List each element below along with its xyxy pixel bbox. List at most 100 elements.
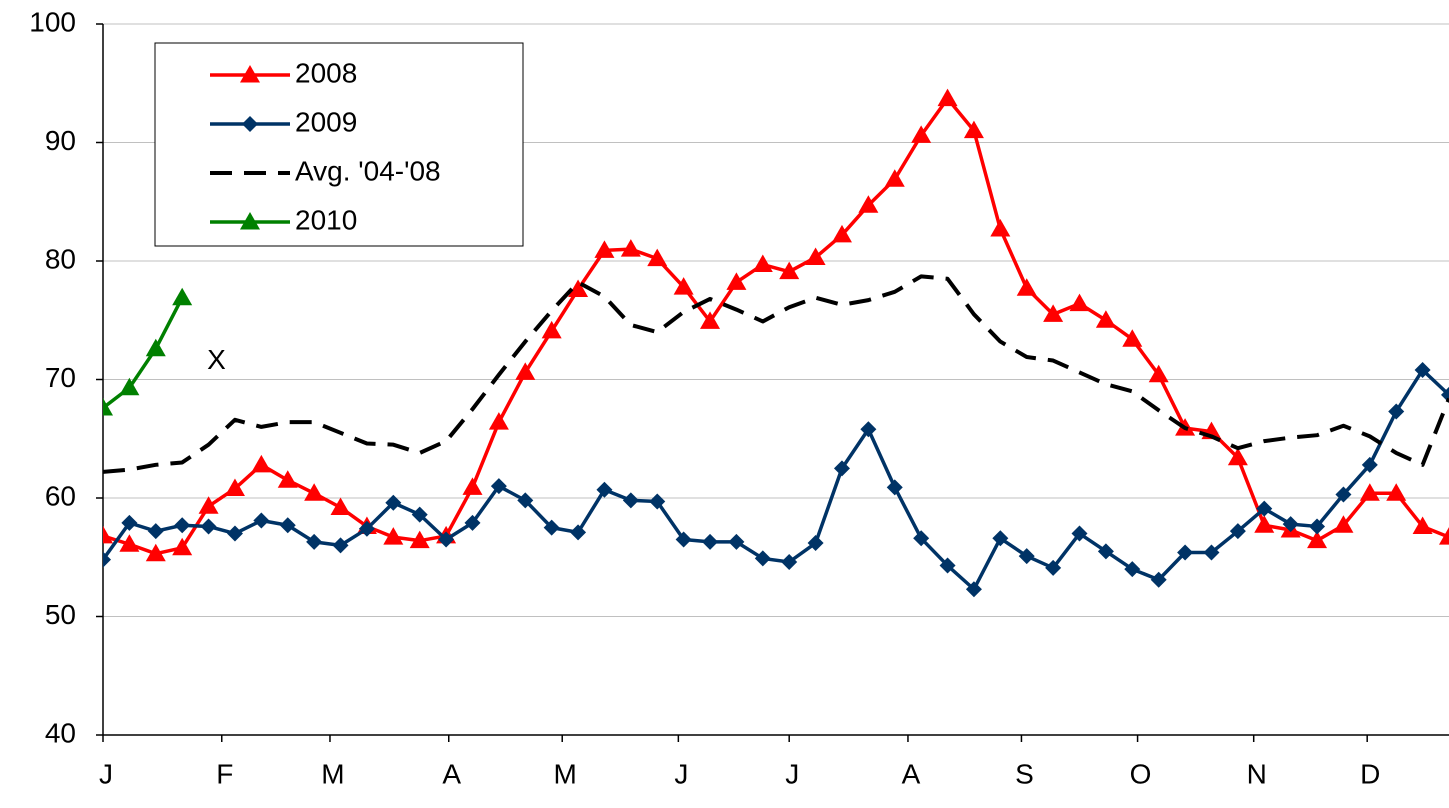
x-tick-label: M [554,758,577,789]
data-point [490,478,507,495]
y-tick-label: 100 [29,6,76,37]
data-point [726,272,747,290]
data-point [103,551,111,568]
x-tick-label: O [1130,758,1152,789]
data-point [464,514,481,531]
legend-label: 2010 [295,204,357,235]
legend-marker [240,212,260,230]
x-tick-label: S [1015,758,1034,789]
data-point [385,494,402,511]
data-point [409,530,430,549]
data-point [462,477,483,495]
x-tick-label: D [1360,758,1380,789]
y-tick-label: 60 [45,480,76,511]
x-tick-label: M [321,758,344,789]
data-point [1307,530,1328,549]
data-point [702,533,719,550]
data-point [1359,483,1380,501]
y-tick-label: 40 [45,717,76,748]
data-point [1309,518,1326,535]
data-point [1335,486,1352,503]
series [103,362,1449,598]
data-point [277,470,298,488]
data-point [1386,483,1407,501]
data-point [1124,561,1141,578]
data-point [568,279,589,297]
data-point [831,224,852,243]
data-point [1122,329,1143,347]
data-point [963,120,984,139]
legend-label: 2008 [295,57,357,88]
data-point [913,530,930,547]
data-point [198,496,219,514]
legend-marker [240,65,260,83]
series-line [103,296,184,410]
data-point [937,88,958,107]
data-point [911,125,932,143]
series-line [103,368,1449,591]
data-point [1069,293,1090,312]
data-point [939,557,956,574]
data-point [517,492,534,509]
data-point [172,537,193,556]
data-point [1412,516,1433,534]
data-point [1045,559,1062,576]
data-point [1150,571,1167,588]
data-point [781,553,798,570]
data-point [594,240,615,258]
data-point [833,460,850,477]
data-point [1203,544,1220,561]
data-point [515,362,536,380]
data-point [200,518,217,535]
data-point [886,479,903,496]
data-point [121,514,138,531]
data-point [332,537,349,554]
data-point [1254,515,1275,533]
data-point [807,535,824,552]
x-tick-label: F [216,758,233,789]
data-point [145,338,166,357]
data-point [675,531,692,548]
data-point [253,512,270,529]
data-point [860,421,877,438]
data-point [620,239,641,257]
data-point [543,519,560,536]
data-point [119,534,140,552]
legend-marker [242,116,258,132]
series-line [103,274,1449,474]
data-point [358,520,375,537]
data-point [304,483,325,501]
x-tick-label: J [785,758,799,789]
data-point [383,527,404,545]
data-point [1361,456,1378,473]
data-point [570,524,587,541]
data-point [1439,527,1449,545]
data-point [1256,500,1273,517]
data-point [279,517,296,534]
data-point [1333,515,1354,533]
data-point [224,478,245,497]
data-point [622,492,639,509]
y-tick-label: 80 [45,243,76,274]
data-point [1388,403,1405,420]
series-line [103,96,1449,556]
data-point [1227,447,1248,466]
data-point [728,533,745,550]
data-point [330,497,351,515]
data-point [411,506,428,523]
data-point [103,525,113,544]
data-point [103,397,113,416]
x-tick-label: A [902,758,921,789]
data-point [990,219,1011,237]
data-point [226,525,243,542]
data-point [174,517,191,534]
y-tick-label: 50 [45,599,76,630]
data-point [700,311,721,329]
data-point [965,581,982,598]
data-point [1097,543,1114,560]
x-tick-label: J [99,758,113,789]
data-point [649,493,666,510]
data-point [172,287,193,306]
y-tick-label: 70 [45,362,76,393]
